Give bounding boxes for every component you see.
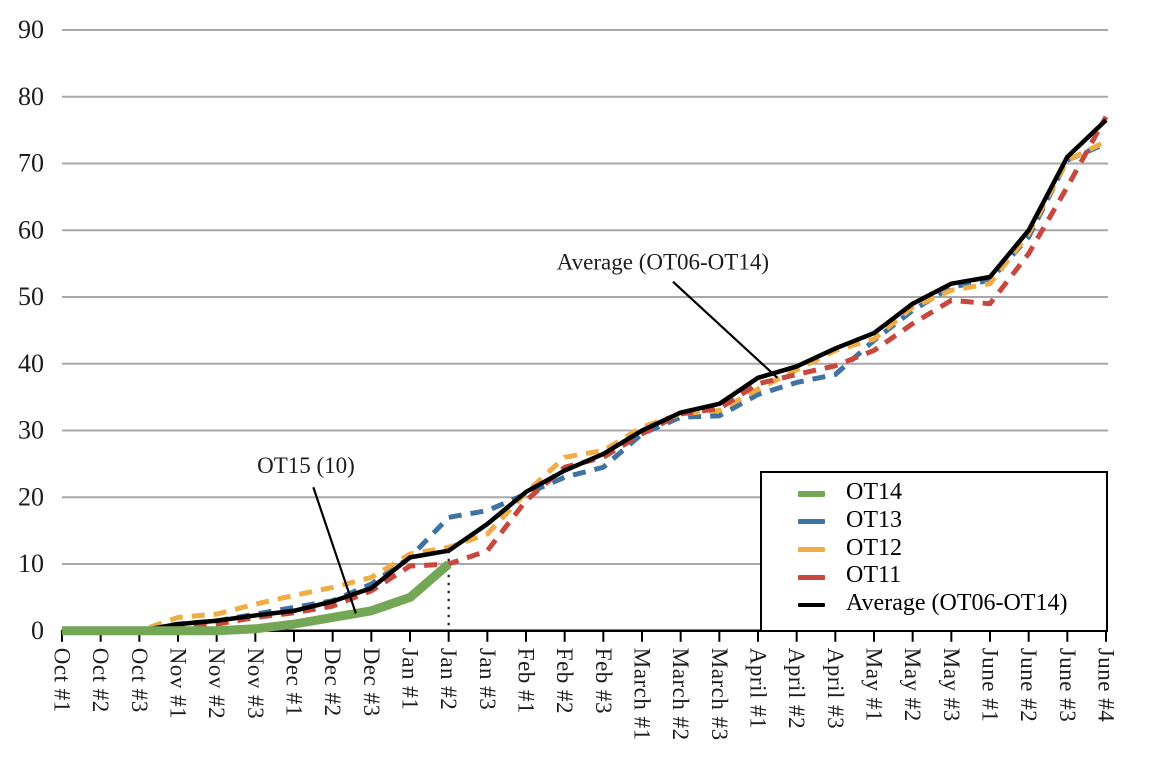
x-axis-label: Oct #1: [50, 648, 75, 713]
x-axis-label: June #3: [1055, 648, 1080, 722]
ot15-callout-text: OT15 (10): [257, 453, 355, 478]
legend-swatch-ot11: [798, 574, 825, 580]
y-axis-label: 60: [18, 215, 44, 244]
x-axis-label: Nov #1: [166, 648, 191, 719]
x-axis-label: Oct #3: [127, 648, 152, 713]
x-axis-label: May #2: [900, 648, 925, 722]
x-axis-label: Dec #3: [359, 648, 384, 717]
y-axis-label: 70: [18, 149, 44, 178]
series-line-average: [62, 118, 1108, 634]
x-axis-label: Nov #3: [243, 648, 268, 719]
series-line-ot14: [62, 560, 452, 636]
legend: OT14 OT13 OT12 OT11 Average (OT06-OT14): [760, 471, 1108, 632]
legend-swatch-average: [798, 602, 825, 608]
x-axis-label: Feb #3: [591, 648, 616, 714]
x-axis-label: June #2: [1016, 648, 1041, 722]
x-axis-label: May #3: [939, 648, 964, 722]
legend-item: Average (OT06-OT14): [798, 590, 1100, 617]
x-axis-label: March #3: [707, 648, 732, 741]
legend-label: Average (OT06-OT14): [846, 590, 1068, 616]
x-axis-label: Feb #1: [514, 648, 539, 714]
legend-swatch-ot12: [798, 547, 825, 552]
legend-swatch-ot14: [798, 491, 825, 497]
y-axis-label: 20: [18, 482, 44, 511]
x-axis-label: June #1: [978, 648, 1003, 722]
legend-item: OT11: [798, 562, 1100, 589]
average-callout-line: [672, 280, 779, 379]
legend-item: OT12: [798, 534, 1100, 562]
x-axis-label: Nov #2: [204, 648, 229, 719]
average-callout-text: Average (OT06-OT14): [557, 250, 769, 275]
series-line-ot12: [62, 139, 1108, 634]
legend-label: OT11: [846, 562, 902, 589]
x-axis-label: April #1: [746, 648, 771, 729]
x-axis-label: March #2: [668, 648, 693, 741]
y-axis-label: 90: [18, 15, 44, 44]
x-axis-label: Oct #2: [88, 648, 113, 713]
x-axis-label: Dec #1: [282, 648, 307, 717]
y-axis-label: 10: [18, 549, 44, 578]
y-axis-label: 80: [18, 82, 44, 111]
legend-item: OT14: [798, 479, 1100, 506]
series-line-ot13: [62, 141, 1107, 634]
x-axis-label: Jan #2: [436, 648, 461, 710]
legend-swatch-ot13: [798, 519, 825, 525]
x-axis-label: Feb #2: [552, 648, 577, 714]
x-axis-label: April #2: [784, 648, 809, 729]
x-axis-label: Jan #3: [475, 648, 500, 710]
x-axis-label: March #1: [630, 648, 655, 741]
legend-label: OT12: [846, 534, 902, 561]
y-axis-label: 0: [31, 616, 44, 645]
x-axis-label: May #1: [862, 648, 887, 722]
legend-label: OT13: [846, 506, 902, 533]
y-axis-label: 30: [18, 416, 44, 445]
y-axis-label: 40: [18, 349, 44, 378]
y-axis-label: 50: [18, 282, 44, 311]
legend-label: OT14: [846, 479, 902, 505]
legend-item: OT13: [798, 506, 1100, 534]
x-axis-label: Dec #2: [320, 648, 345, 717]
x-axis-label: Jan #1: [398, 648, 423, 710]
x-axis-label: April #3: [823, 648, 848, 729]
ot15-callout-line: [312, 486, 357, 614]
x-axis-label: June #4: [1094, 648, 1119, 722]
